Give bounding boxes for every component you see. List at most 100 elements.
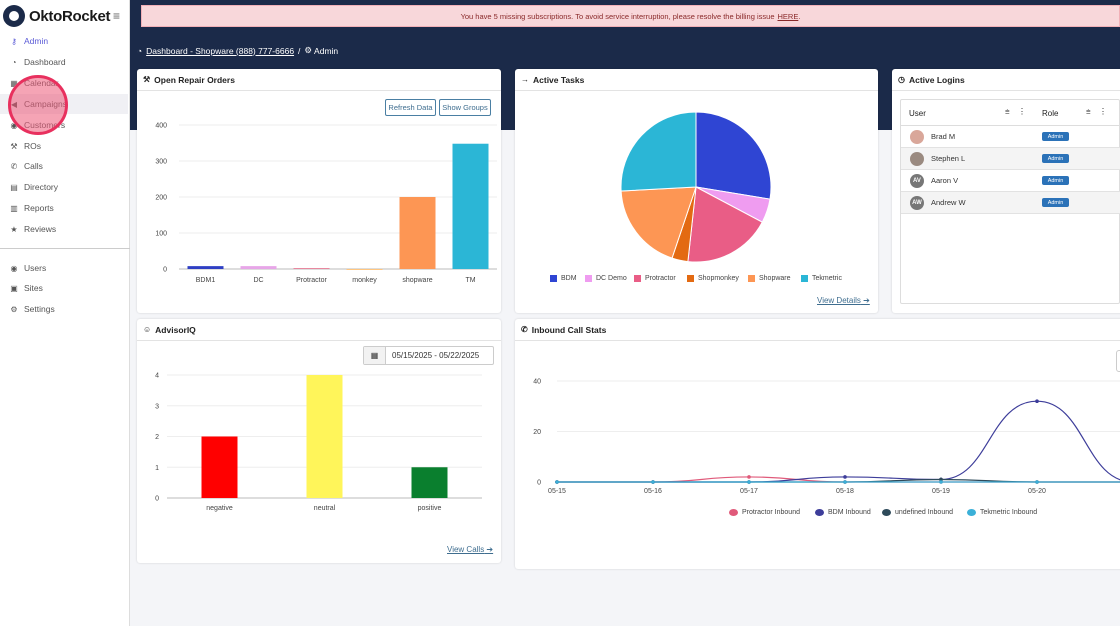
book-icon: ▤	[10, 182, 18, 192]
x-tick: positive	[418, 505, 442, 512]
view-details-link[interactable]: View Details ➔	[817, 296, 870, 305]
sidebar-item-settings[interactable]: ⚙ Settings	[0, 299, 128, 319]
users-icon: ◉	[10, 263, 18, 273]
series-line	[557, 400, 1120, 483]
sidebar-item-label: Sites	[24, 283, 43, 293]
card-title: Open Repair Orders	[154, 74, 235, 85]
y-tick: 200	[155, 195, 167, 202]
y-tick: 300	[155, 159, 167, 166]
sidebar-item-ros[interactable]: ⚒ ROs	[0, 136, 128, 156]
sidebar-item-directory[interactable]: ▤ Directory	[0, 177, 128, 197]
refresh-data-button[interactable]: Refresh Data	[385, 99, 436, 116]
x-tick: Protractor	[296, 277, 327, 284]
billing-alert-banner: You have 5 missing subscriptions. To avo…	[141, 5, 1120, 27]
sidebar-item-calls[interactable]: ✆ Calls	[0, 156, 128, 176]
key-icon: ⚷	[11, 36, 17, 46]
logo[interactable]: OktoRocket	[3, 4, 110, 28]
legend-item[interactable]: Protractor	[634, 275, 676, 282]
breadcrumb: ◔ Dashboard - Shopware (888) 777-6666 / …	[137, 45, 338, 56]
gear-icon: ⚙	[304, 45, 313, 55]
breadcrumb-link[interactable]: Dashboard - Shopware (888) 777-6666	[146, 45, 295, 56]
avatar: AW	[910, 195, 924, 210]
wrench-icon: ⚒	[143, 75, 151, 84]
y-tick: 100	[155, 231, 167, 238]
sidebar-item-label: ROs	[24, 141, 41, 151]
legend-label: Shopmonkey	[698, 275, 739, 282]
dashboard-icon: ◔	[137, 45, 143, 56]
table-row[interactable]: AW Andrew W Admin	[901, 192, 1120, 214]
slice-shopware	[620, 186, 697, 259]
legend-label: Tekmetric	[812, 275, 842, 282]
sidebar-item-admin[interactable]: ⚷ Admin	[0, 31, 128, 51]
table-row[interactable]: Stephen L Admin	[901, 148, 1120, 170]
legend-item[interactable]: Tekmetric Inbound	[967, 509, 1037, 516]
legend-label: Shopware	[759, 275, 791, 282]
x-tick: DC	[253, 277, 263, 284]
filter-icon[interactable]: ⩧	[1086, 107, 1091, 116]
sidebar-item-sites[interactable]: ▣ Sites	[0, 278, 128, 298]
bar-positive	[411, 467, 448, 498]
x-tick: shopware	[402, 277, 432, 284]
view-calls-link[interactable]: View Calls ➔	[447, 545, 494, 554]
sidebar-item-reviews[interactable]: ★ Reviews	[0, 219, 128, 239]
legend-item[interactable]: DC Demo	[585, 275, 627, 282]
rocket-logo-icon	[3, 5, 25, 27]
x-tick: 05-20	[1028, 488, 1046, 495]
phone-icon: ✆	[10, 161, 18, 171]
gear-icon: ⚙	[10, 304, 18, 314]
sidebar-item-reports[interactable]: ▥ Reports	[0, 198, 128, 218]
arrow-right-icon: →	[521, 75, 529, 84]
column-menu-icon[interactable]: ⋮	[1018, 107, 1026, 116]
table-row[interactable]: Brad M Admin	[901, 126, 1120, 148]
legend-swatch	[748, 275, 755, 282]
role-badge: Admin	[1042, 176, 1069, 185]
bar-Protractor	[293, 268, 330, 269]
legend-item[interactable]: Shopware	[748, 275, 791, 282]
user-name: Brad M	[931, 132, 956, 141]
y-tick: 2	[155, 434, 159, 441]
legend-item[interactable]: BDM	[550, 275, 577, 282]
sidebar-item-label: Users	[24, 263, 47, 273]
data-point	[939, 477, 943, 482]
legend-item[interactable]: undefined Inbound	[882, 509, 953, 516]
data-point	[843, 480, 847, 484]
legend-item[interactable]: BDM Inbound	[815, 509, 871, 516]
y-tick: 400	[155, 123, 167, 130]
sidebar-item-users[interactable]: ◉ Users	[0, 258, 128, 278]
legend-item[interactable]: Tekmetric	[801, 275, 842, 282]
legend-swatch	[634, 275, 641, 282]
col-role[interactable]: Role	[1042, 109, 1059, 118]
x-tick: negative	[206, 505, 233, 512]
legend-marker	[729, 509, 738, 516]
hamburger-menu-icon[interactable]: ≡	[113, 9, 121, 23]
y-tick: 1	[155, 465, 159, 472]
bar-shopware	[399, 197, 436, 269]
avatar: AV	[910, 173, 924, 188]
card-title: Active Logins	[908, 74, 965, 85]
column-menu-icon[interactable]: ⋮	[1099, 107, 1107, 116]
click-highlight	[8, 75, 68, 135]
bar-monkey	[346, 269, 383, 270]
users-icon: ◉	[10, 120, 18, 130]
legend-marker	[815, 509, 824, 516]
x-tick: monkey	[352, 277, 377, 284]
avatar	[910, 151, 924, 166]
x-tick: 05-15	[548, 488, 566, 495]
show-groups-button[interactable]: Show Groups	[439, 99, 491, 116]
banner-link[interactable]: HERE	[777, 11, 799, 21]
table-row[interactable]: AV Aaron V Admin	[901, 170, 1120, 192]
filter-icon[interactable]: ⩧	[1005, 107, 1010, 116]
sidebar-item-label: Dashboard	[24, 57, 66, 67]
legend-item[interactable]: Protractor Inbound	[729, 509, 800, 516]
calendar-icon: ▦	[364, 347, 386, 364]
avatar	[910, 129, 924, 144]
date-range-picker[interactable]: ▦ 05/15/2025 - 05/22/2025	[363, 346, 494, 365]
sidebar-item-label: Directory	[24, 182, 59, 192]
scroll-handle[interactable]	[1116, 350, 1120, 372]
col-user[interactable]: User	[909, 109, 926, 118]
legend-item[interactable]: Shopmonkey	[687, 275, 739, 282]
role-badge: Admin	[1042, 154, 1069, 163]
sidebar-divider	[0, 248, 130, 249]
legend-label: Tekmetric Inbound	[980, 509, 1038, 516]
sidebar-item-dashboard[interactable]: ◔ Dashboard	[0, 52, 128, 72]
